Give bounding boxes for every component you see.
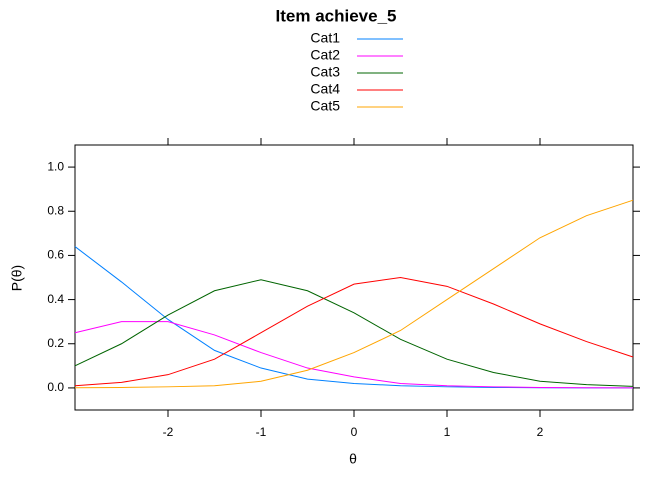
y-tick-label: 1.0 <box>47 159 64 173</box>
series-line <box>74 279 634 387</box>
series-line <box>74 321 634 389</box>
series-line <box>74 246 633 389</box>
legend-label: Cat1 <box>310 30 340 46</box>
x-axis-label: θ <box>349 451 357 467</box>
y-tick-label: 0.2 <box>47 336 64 350</box>
x-tick-label: -2 <box>163 425 174 439</box>
x-tick-label: 2 <box>537 425 544 439</box>
x-tick-label: 0 <box>351 425 358 439</box>
legend-label: Cat2 <box>310 47 340 63</box>
y-tick-label: 0.8 <box>47 203 64 217</box>
legend-label: Cat5 <box>310 98 340 114</box>
y-axis-label: P(θ) <box>9 265 25 291</box>
series-line <box>74 276 634 387</box>
plot-frame <box>74 144 634 411</box>
x-tick-label: 1 <box>444 425 451 439</box>
y-tick-label: 0.4 <box>47 292 64 306</box>
legend-label: Cat3 <box>310 64 340 80</box>
x-tick-label: -1 <box>256 425 267 439</box>
series-line <box>74 199 634 389</box>
y-tick-label: 0.0 <box>47 380 64 394</box>
y-tick-label: 0.6 <box>47 248 64 262</box>
legend-label: Cat4 <box>310 81 340 97</box>
chart-title: Item achieve_5 <box>276 6 397 25</box>
